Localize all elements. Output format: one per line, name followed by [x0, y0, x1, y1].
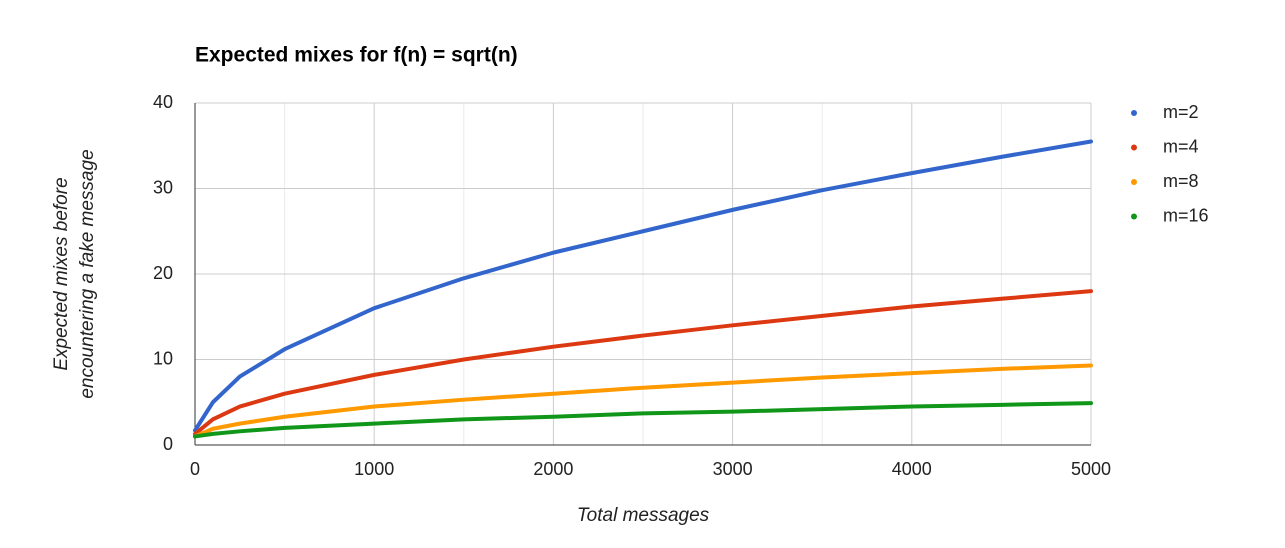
y-tick-label: 20 [153, 263, 173, 283]
x-tick-label: 5000 [1071, 459, 1111, 479]
series-line [193, 139, 1093, 433]
legend-label: m=8 [1163, 171, 1199, 191]
y-tick-label: 30 [153, 177, 173, 197]
series-line [193, 363, 1093, 439]
y-tick-label: 10 [153, 348, 173, 368]
legend-label: m=2 [1163, 102, 1199, 122]
x-tick-label: 2000 [533, 459, 573, 479]
legend-marker [1131, 213, 1137, 220]
series-line [193, 289, 1093, 436]
x-tick-label: 4000 [892, 459, 932, 479]
chart-title: Expected mixes for f(n) = sqrt(n) [195, 44, 518, 67]
x-tick-label: 1000 [354, 459, 394, 479]
legend-label: m=4 [1163, 136, 1199, 156]
legend-marker [1131, 110, 1137, 116]
y-axis-title: Expected mixes before [51, 177, 72, 370]
y-tick-label: 0 [163, 434, 173, 454]
x-tick-label: 0 [190, 459, 200, 479]
y-tick-label: 40 [153, 92, 173, 112]
legend-label: m=16 [1163, 205, 1209, 225]
x-tick-label: 3000 [713, 459, 753, 479]
legend-marker [1131, 144, 1137, 151]
legend-marker [1131, 179, 1137, 185]
series-line [193, 401, 1093, 439]
x-axis-title: Total messages [577, 505, 710, 526]
y-axis-title: encountering a fake message [77, 149, 98, 398]
